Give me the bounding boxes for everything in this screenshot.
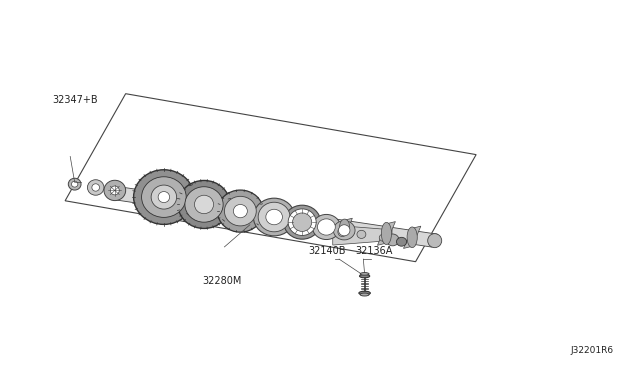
Text: 32347+B: 32347+B: [52, 95, 98, 105]
Text: 32280M: 32280M: [202, 276, 241, 286]
Ellipse shape: [428, 234, 442, 248]
Ellipse shape: [338, 227, 347, 237]
Ellipse shape: [317, 219, 335, 235]
Text: 32140B: 32140B: [308, 246, 346, 256]
Ellipse shape: [312, 214, 340, 240]
Polygon shape: [298, 210, 315, 232]
Ellipse shape: [396, 237, 406, 246]
Ellipse shape: [339, 225, 350, 236]
Ellipse shape: [258, 202, 290, 232]
Ellipse shape: [141, 177, 186, 217]
Polygon shape: [337, 218, 353, 236]
Ellipse shape: [134, 170, 194, 224]
Ellipse shape: [380, 234, 388, 241]
Ellipse shape: [360, 293, 369, 296]
Ellipse shape: [104, 180, 125, 201]
Ellipse shape: [387, 234, 399, 246]
Polygon shape: [378, 222, 396, 245]
Ellipse shape: [151, 185, 177, 209]
Ellipse shape: [88, 180, 104, 195]
Ellipse shape: [381, 222, 392, 244]
Ellipse shape: [234, 205, 247, 218]
Ellipse shape: [110, 186, 119, 195]
Ellipse shape: [339, 219, 349, 235]
Ellipse shape: [359, 291, 371, 295]
Ellipse shape: [266, 209, 282, 225]
Ellipse shape: [292, 213, 312, 231]
Ellipse shape: [68, 178, 81, 190]
Ellipse shape: [178, 180, 230, 228]
Ellipse shape: [195, 195, 214, 214]
Polygon shape: [65, 94, 476, 262]
Polygon shape: [110, 186, 437, 247]
Text: J32201R6: J32201R6: [570, 346, 613, 355]
Ellipse shape: [360, 273, 369, 275]
Ellipse shape: [288, 209, 316, 235]
Ellipse shape: [301, 211, 311, 232]
Text: 32136A: 32136A: [355, 246, 392, 256]
Polygon shape: [333, 225, 392, 245]
Ellipse shape: [357, 230, 366, 238]
Ellipse shape: [333, 221, 355, 240]
Ellipse shape: [225, 196, 256, 226]
Ellipse shape: [284, 205, 321, 239]
Ellipse shape: [92, 184, 100, 191]
Ellipse shape: [158, 192, 170, 203]
Ellipse shape: [407, 227, 417, 248]
Ellipse shape: [360, 275, 370, 278]
Ellipse shape: [218, 190, 263, 232]
Ellipse shape: [253, 198, 295, 236]
Ellipse shape: [185, 187, 223, 222]
Ellipse shape: [72, 181, 78, 187]
Polygon shape: [403, 226, 421, 248]
